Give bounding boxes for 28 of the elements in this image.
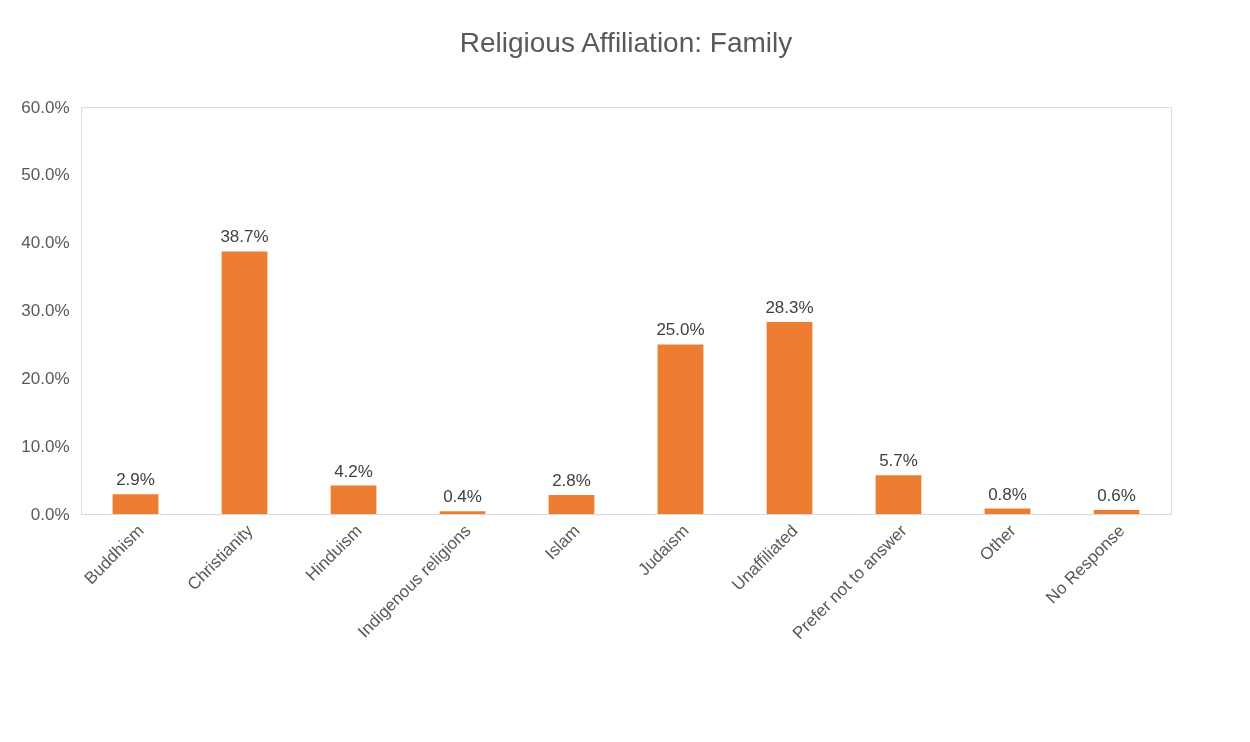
bar: [1093, 509, 1140, 514]
data-label: 28.3%: [765, 298, 814, 318]
data-label: 5.7%: [879, 451, 918, 471]
bar: [112, 494, 159, 514]
bar: [330, 485, 377, 514]
chart-title: Religious Affiliation: Family: [459, 27, 793, 58]
y-tick-label: 30.0%: [21, 301, 70, 320]
bar: [875, 475, 922, 514]
y-tick-label: 0.0%: [30, 504, 70, 524]
data-label: 0.4%: [443, 487, 482, 507]
data-label: 0.8%: [988, 484, 1027, 504]
data-label: 0.6%: [1097, 485, 1136, 505]
bar: [221, 251, 268, 514]
bar: [766, 322, 813, 514]
data-label: 25.0%: [656, 320, 705, 340]
data-label: 2.9%: [116, 470, 155, 490]
y-tick-label: 60.0%: [21, 97, 70, 117]
y-tick-label: 20.0%: [21, 368, 70, 388]
bar: [984, 508, 1031, 514]
y-tick-label: 50.0%: [21, 165, 70, 185]
bar: [439, 511, 486, 514]
bar: [548, 495, 595, 514]
data-label: 4.2%: [334, 461, 373, 481]
y-tick-label: 10.0%: [21, 436, 70, 456]
bar: [657, 344, 704, 514]
data-label: 38.7%: [220, 227, 269, 247]
data-label: 2.8%: [552, 471, 591, 491]
y-tick-label: 40.0%: [21, 233, 70, 253]
